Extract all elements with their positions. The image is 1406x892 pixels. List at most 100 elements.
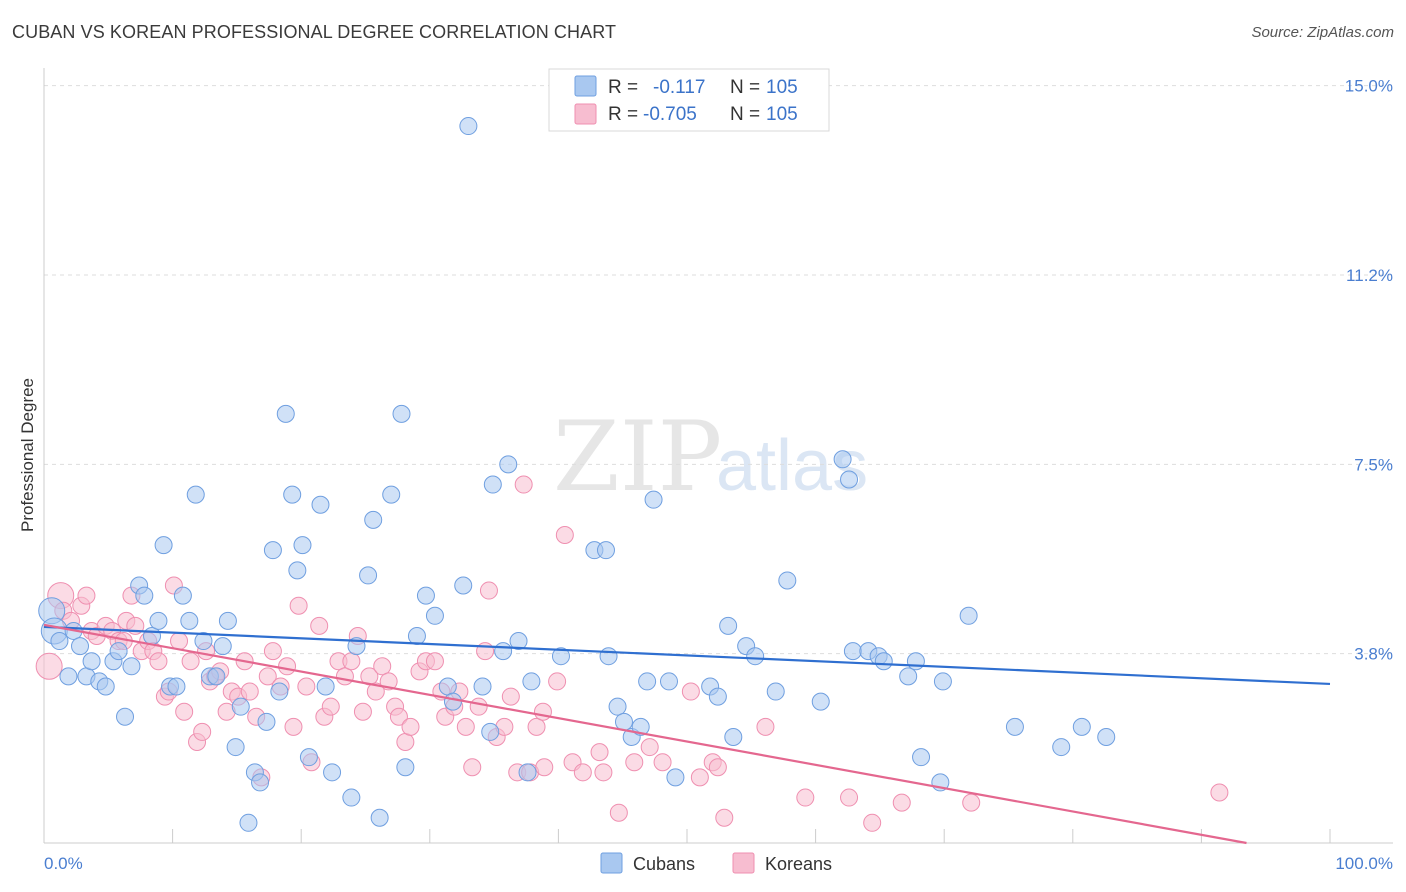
korean-point-44: [297, 677, 316, 696]
korean-point-18: [149, 652, 168, 671]
cuban-point-83: [724, 727, 743, 746]
korean-point-96: [708, 758, 727, 777]
cubans-trend-line: [43, 625, 1331, 686]
cuban-point-35: [263, 541, 282, 560]
cuban-point-95: [899, 667, 918, 686]
cuban-point-99: [933, 672, 952, 691]
cuban-point-60: [473, 677, 492, 696]
cuban-point-81: [708, 687, 727, 706]
korean-point-84: [555, 526, 574, 545]
korean-point-48: [321, 697, 340, 716]
cuban-point-64: [499, 455, 518, 474]
korean-point-89: [609, 803, 628, 822]
korean-point-100: [863, 813, 882, 832]
cuban-point-82: [719, 616, 738, 635]
cuban-point-61: [481, 722, 500, 741]
korean-point-88: [594, 763, 613, 782]
bottom-legend-swatch-cubans: [600, 852, 623, 874]
cuban-point-13: [122, 657, 141, 676]
korean-point-81: [533, 702, 552, 721]
korean-point-94: [690, 768, 709, 787]
korean-point-59: [389, 707, 408, 726]
cuban-point-75: [631, 717, 650, 736]
cuban-point-31: [239, 813, 258, 832]
cuban-point-103: [1072, 717, 1091, 736]
cuban-point-57: [443, 692, 462, 711]
cuban-point-36: [270, 682, 289, 701]
legend-r-label-cubans: R =: [608, 77, 638, 98]
y-axis-tick-labels: 3.8% 7.5% 11.2% 15.0%: [1345, 77, 1393, 664]
cuban-point-3: [59, 667, 78, 686]
cuban-point-76: [638, 672, 657, 691]
korean-point-38: [258, 667, 277, 686]
cuban-point-40: [293, 536, 312, 555]
cuban-point-33: [251, 773, 270, 792]
korean-point-76: [501, 687, 520, 706]
watermark: ZIP atlas: [553, 401, 868, 513]
cuban-point-47: [359, 566, 378, 585]
cuban-point-89: [833, 450, 852, 469]
cuban-point-55: [425, 606, 444, 625]
korean-point-91: [640, 738, 659, 757]
cuban-point-17: [149, 611, 168, 630]
korean-point-103: [1210, 783, 1229, 802]
cuban-point-100: [959, 606, 978, 625]
cuban-point-71: [599, 647, 618, 666]
korean-point-99: [840, 788, 859, 807]
korean-point-23: [175, 702, 194, 721]
bottom-legend-swatch-koreans: [732, 852, 755, 874]
korean-point-98: [796, 788, 815, 807]
cuban-point-20: [167, 677, 186, 696]
korean-point-90: [625, 753, 644, 772]
cuban-point-53: [407, 626, 426, 645]
cuban-point-50: [382, 485, 401, 504]
korean-point-46: [310, 616, 329, 635]
cuban-point-30: [231, 697, 250, 716]
cuban-point-27: [213, 637, 232, 656]
legend-r-label-koreans: R =: [608, 104, 638, 125]
koreans-trend-line: [43, 623, 1247, 845]
korean-point-86: [573, 763, 592, 782]
chart-source: Source: ZipAtlas.com: [1251, 24, 1394, 41]
trend-lines: [43, 623, 1331, 845]
correlation-legend: R = -0.117 N = 105 R = -0.705 N = 105: [548, 68, 830, 132]
cuban-point-87: [778, 571, 797, 590]
cuban-point-67: [522, 672, 541, 691]
cuban-point-59: [459, 117, 478, 136]
cuban-point-56: [438, 677, 457, 696]
korean-point-22: [170, 632, 189, 651]
korean-point-51: [342, 652, 361, 671]
korean-point-42: [284, 717, 303, 736]
korean-point-61: [401, 717, 420, 736]
chart-title: CUBAN VS KOREAN PROFESSIONAL DEGREE CORR…: [12, 22, 617, 42]
korean-point-55: [366, 682, 385, 701]
cuban-point-39: [288, 561, 307, 580]
y-tick-label-0: 3.8%: [1354, 645, 1393, 664]
korean-point-69: [456, 717, 475, 736]
korean-point-104: [715, 808, 734, 827]
cuban-point-73: [614, 712, 633, 731]
cuban-point-12: [116, 707, 135, 726]
cuban-point-68: [551, 647, 570, 666]
cuban-point-41: [299, 748, 318, 767]
koreans-points: [35, 475, 1229, 832]
cuban-point-66: [518, 763, 537, 782]
y-tick-label-1: 7.5%: [1354, 455, 1393, 474]
cuban-point-62: [483, 475, 502, 494]
cuban-point-97: [912, 748, 931, 767]
korean-point-93: [681, 682, 700, 701]
cuban-point-38: [283, 485, 302, 504]
cuban-point-49: [370, 808, 389, 827]
cuban-point-7: [82, 652, 101, 671]
cuban-point-5: [71, 637, 90, 656]
korean-point-102: [962, 793, 981, 812]
korean-point-71: [469, 697, 488, 716]
cuban-point-104: [1097, 727, 1116, 746]
korean-point-24: [181, 652, 200, 671]
cuban-point-43: [316, 677, 335, 696]
cuban-point-26: [207, 667, 226, 686]
korean-point-97: [756, 717, 775, 736]
y-tick-label-2: 11.2%: [1346, 266, 1393, 285]
korean-point-64: [425, 652, 444, 671]
cuban-point-91: [843, 642, 862, 661]
